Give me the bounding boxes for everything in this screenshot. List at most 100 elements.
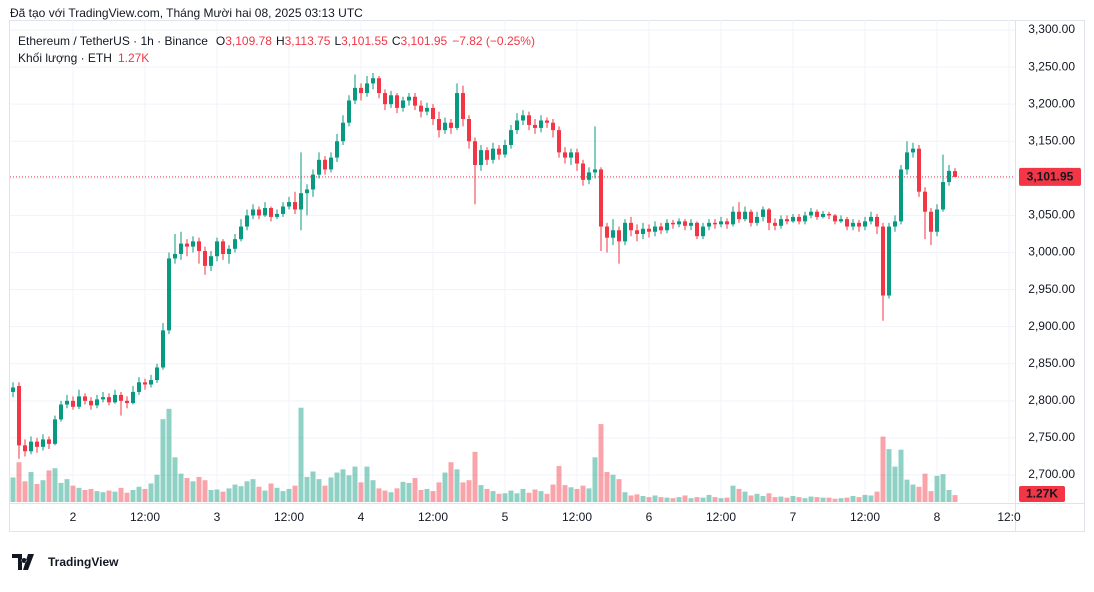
volume-bar bbox=[202, 480, 208, 502]
legend-value: 3,101.95 bbox=[401, 34, 448, 48]
volume-bar bbox=[364, 466, 370, 502]
volume-value: 1.27K bbox=[118, 51, 149, 65]
volume-bar bbox=[88, 488, 94, 502]
volume-bar bbox=[820, 497, 826, 502]
volume-bar bbox=[28, 472, 34, 502]
candle-body bbox=[755, 216, 759, 223]
candle-body bbox=[713, 222, 717, 225]
volume-bar bbox=[856, 497, 862, 502]
candle-body bbox=[485, 150, 489, 160]
volume-bar bbox=[82, 490, 88, 502]
candle-body bbox=[719, 221, 723, 225]
volume-bar bbox=[16, 462, 22, 502]
volume-bar bbox=[130, 490, 136, 502]
volume-bar bbox=[454, 469, 460, 502]
volume-bar bbox=[388, 492, 394, 502]
candle-body bbox=[383, 93, 387, 105]
candle-body bbox=[533, 124, 537, 128]
x-tick-label: 4 bbox=[358, 510, 365, 524]
legend-value: 3,113.75 bbox=[285, 34, 331, 48]
volume-bar bbox=[898, 449, 904, 502]
candle-body bbox=[941, 182, 945, 210]
volume-bar bbox=[682, 495, 688, 502]
volume-bar bbox=[562, 485, 568, 502]
y-tick-label: 2,950.00 bbox=[1028, 282, 1075, 296]
volume-bar bbox=[298, 407, 304, 502]
candle-body bbox=[209, 256, 213, 266]
candle-body bbox=[329, 157, 333, 170]
volume-bar bbox=[778, 496, 784, 502]
volume-bar bbox=[502, 493, 508, 502]
volume-bar bbox=[694, 497, 700, 502]
candle-body bbox=[113, 394, 117, 403]
candle-body bbox=[239, 226, 243, 240]
volume-bar bbox=[22, 481, 28, 502]
volume-bar bbox=[316, 479, 322, 502]
symbol: Ethereum / TetherUS · 1h · Binance bbox=[18, 34, 208, 48]
candle-body bbox=[611, 230, 615, 238]
candle-body bbox=[47, 439, 51, 444]
volume-bar bbox=[376, 488, 382, 502]
volume-bar bbox=[184, 478, 190, 502]
x-tick-label: 12:0 bbox=[997, 510, 1021, 524]
volume-bar bbox=[934, 475, 940, 502]
volume-bar bbox=[508, 490, 514, 502]
volume-bar bbox=[718, 498, 724, 502]
volume-bar bbox=[544, 493, 550, 502]
y-tick-label: 3,000.00 bbox=[1028, 245, 1075, 259]
volume-bar bbox=[832, 498, 838, 502]
candle-body bbox=[905, 152, 909, 170]
volume-bar bbox=[424, 488, 430, 502]
volume-bar bbox=[100, 492, 106, 502]
volume-bar bbox=[922, 473, 928, 502]
candle-body bbox=[575, 152, 579, 164]
candle-body bbox=[869, 216, 873, 222]
candle-body bbox=[443, 122, 447, 131]
volume-bar bbox=[262, 490, 268, 502]
candle-body bbox=[545, 120, 549, 123]
volume-bar bbox=[166, 408, 172, 502]
x-tick-label: 12:00 bbox=[274, 510, 304, 524]
x-tick-label: 8 bbox=[934, 510, 941, 524]
x-tick-label: 6 bbox=[646, 510, 653, 524]
candle-body bbox=[743, 211, 747, 220]
x-tick-label: 7 bbox=[790, 510, 797, 524]
candle-body bbox=[845, 219, 849, 227]
candle-body bbox=[71, 400, 75, 407]
y-tick-label: 2,800.00 bbox=[1028, 393, 1075, 407]
candle-body bbox=[359, 87, 363, 94]
volume-bar bbox=[556, 466, 562, 502]
volume-bar bbox=[154, 474, 160, 502]
volume-bar bbox=[712, 497, 718, 502]
volume-bar bbox=[172, 457, 178, 502]
volume-bar bbox=[586, 488, 592, 502]
candle-body bbox=[707, 222, 711, 227]
candle-body bbox=[731, 211, 735, 225]
candle-body bbox=[449, 122, 453, 128]
volume-bar bbox=[310, 471, 316, 502]
y-tick-label: 2,850.00 bbox=[1028, 356, 1075, 370]
candle-body bbox=[389, 95, 393, 105]
candle-body bbox=[737, 211, 741, 220]
candle-body bbox=[407, 96, 411, 101]
candle-body bbox=[581, 163, 585, 180]
volume-bar bbox=[160, 419, 166, 502]
volume-bar bbox=[700, 497, 706, 502]
candle-body bbox=[461, 93, 465, 120]
volume-bar bbox=[940, 474, 946, 502]
candle-body bbox=[65, 400, 69, 405]
volume-bar bbox=[868, 495, 874, 502]
volume-bar bbox=[640, 496, 646, 502]
legend-key: O bbox=[216, 34, 225, 48]
volume-bar bbox=[754, 493, 760, 502]
candle-body bbox=[887, 226, 891, 296]
candle-body bbox=[11, 387, 15, 392]
y-tick-label: 3,300.00 bbox=[1028, 22, 1075, 36]
candle-body bbox=[803, 215, 807, 222]
volume-bar bbox=[346, 475, 352, 502]
candle-body bbox=[635, 230, 639, 234]
candle-body bbox=[527, 115, 531, 125]
volume-bar bbox=[496, 493, 502, 502]
volume-bar bbox=[52, 468, 58, 502]
volume-tag bbox=[1019, 486, 1065, 502]
